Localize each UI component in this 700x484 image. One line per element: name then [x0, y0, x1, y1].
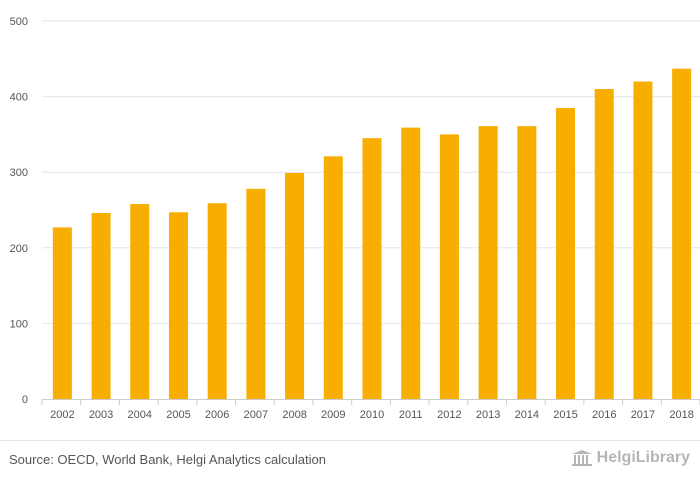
x-tick-label: 2017 [631, 409, 655, 421]
x-tick-label: 2018 [669, 409, 693, 421]
bar-2003[interactable] [91, 213, 111, 399]
x-tick-label: 2016 [592, 409, 616, 421]
x-tick-label: 2015 [553, 409, 577, 421]
library-building-icon [571, 450, 592, 466]
x-tick-label: 2009 [321, 409, 345, 421]
bar-2018[interactable] [672, 68, 692, 400]
x-tick-label: 2010 [360, 409, 384, 421]
bar-2002[interactable] [52, 227, 72, 399]
bar-2007[interactable] [246, 188, 266, 399]
bar-2006[interactable] [207, 203, 227, 399]
bar-2005[interactable] [168, 212, 188, 399]
brand-name: HelgiLibrary [596, 449, 690, 466]
bars [52, 68, 692, 400]
y-tick-label: 400 [10, 92, 28, 104]
bar-2010[interactable] [362, 138, 382, 399]
x-tick-label: 2013 [476, 409, 500, 421]
bar-2009[interactable] [323, 156, 343, 399]
x-tick-label: 2004 [128, 409, 152, 421]
bar-2012[interactable] [439, 134, 459, 399]
bar-2013[interactable] [478, 126, 498, 400]
y-tick-label: 500 [10, 16, 28, 28]
bar-2008[interactable] [285, 172, 305, 399]
bar-2016[interactable] [594, 89, 614, 399]
x-tick-label: 2005 [166, 409, 190, 421]
x-axis: 2002 2003 2004 2005 2006 2007 2008 2009 2010 2011… [41, 399, 700, 421]
bar-2011[interactable] [401, 127, 421, 399]
bar-2015[interactable] [556, 107, 576, 399]
x-tick-label: 2008 [282, 409, 306, 421]
source-note: Source: OECD, World Bank, Helgi Analytic… [9, 452, 326, 467]
y-axis-ticks: 0 100 200 300 400 500 [10, 16, 28, 406]
brand-logo[interactable]: HelgiLibrary [571, 449, 690, 467]
y-tick-label: 0 [22, 394, 28, 406]
x-tick-label: 2006 [205, 409, 229, 421]
chart-footer: Source: OECD, World Bank, Helgi Analytic… [0, 440, 700, 484]
bar-2014[interactable] [517, 126, 537, 400]
y-tick-label: 300 [10, 167, 28, 179]
x-tick-label: 2002 [50, 409, 74, 421]
bar-2004[interactable] [130, 203, 150, 399]
x-tick-label: 2011 [399, 409, 423, 421]
x-tick-label: 2012 [437, 409, 461, 421]
x-tick-label: 2007 [244, 409, 268, 421]
x-tick-label: 2003 [89, 409, 113, 421]
y-tick-label: 100 [10, 318, 28, 330]
bar-2017[interactable] [633, 81, 653, 399]
x-tick-label: 2014 [515, 409, 539, 421]
y-tick-label: 200 [10, 243, 28, 255]
